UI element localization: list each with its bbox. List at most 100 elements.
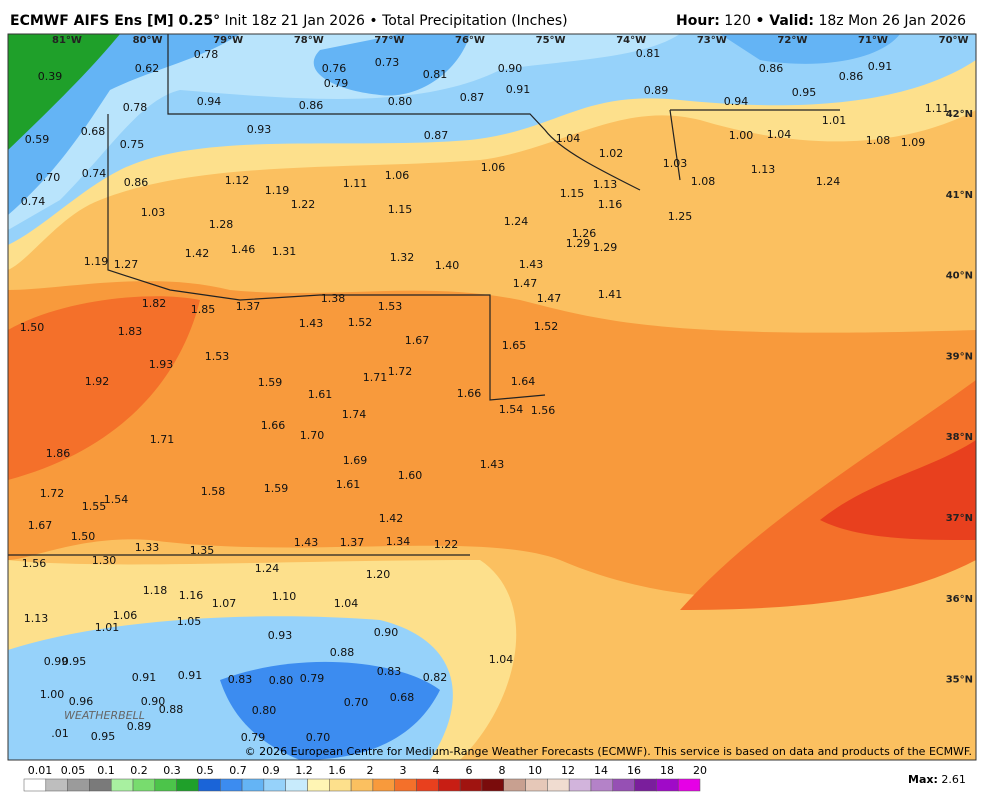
colorbar-swatch xyxy=(132,778,156,792)
colorbar-label: 0.2 xyxy=(130,764,148,777)
precip-label: 0.86 xyxy=(839,70,864,83)
precip-label: 0.94 xyxy=(724,95,749,108)
precip-label: 1.06 xyxy=(113,609,138,622)
map-frame xyxy=(7,33,977,761)
colorbar-swatch xyxy=(110,778,134,792)
boundaries xyxy=(8,34,840,556)
precip-label: 1.16 xyxy=(179,589,204,602)
precip-label: 1.43 xyxy=(519,258,544,271)
precip-label: 0.82 xyxy=(423,671,448,684)
field xyxy=(8,34,680,230)
precip-label: 0.90 xyxy=(374,626,399,639)
precip-label: 1.22 xyxy=(291,198,316,211)
precip-label: 0.89 xyxy=(127,720,152,733)
colorbar-swatch xyxy=(67,778,90,792)
precip-label: 0.79 xyxy=(241,731,266,744)
colorbar-label: 0.9 xyxy=(262,764,280,777)
latitude-label: 37°N xyxy=(946,513,973,524)
longitude-label: 79°W xyxy=(213,35,243,46)
precip-label: 1.00 xyxy=(40,688,65,701)
precip-label: 1.74 xyxy=(342,408,367,421)
field xyxy=(8,281,976,598)
precip-label: 0.86 xyxy=(124,176,149,189)
colorbar-swatch xyxy=(154,778,177,792)
precip-label: 0.95 xyxy=(91,730,116,743)
colorbar-swatch xyxy=(677,778,701,792)
colorbar-label: 2 xyxy=(367,764,374,777)
precip-label: 0.96 xyxy=(69,695,94,708)
valid: 18z Mon 26 Jan 2026 xyxy=(814,13,966,29)
precip-label: 0.83 xyxy=(228,673,253,686)
precip-label: 0.88 xyxy=(159,703,184,716)
colorbar-swatch xyxy=(438,778,461,792)
longitude-label: 76°W xyxy=(455,35,485,46)
precip-label: 1.29 xyxy=(566,237,591,250)
precip-label: 0.81 xyxy=(423,68,448,81)
colorbar-swatch xyxy=(23,778,47,792)
field xyxy=(680,380,976,610)
colorbar-label: 3 xyxy=(400,764,407,777)
precip-label: 1.92 xyxy=(85,375,110,388)
colorbar-swatch xyxy=(481,778,504,792)
field xyxy=(220,661,440,760)
precip-label: 1.20 xyxy=(366,568,391,581)
precip-label: 1.64 xyxy=(511,375,536,388)
precip-label: 1.55 xyxy=(82,500,107,513)
precip-label: 0.79 xyxy=(324,77,349,90)
precip-label: 1.71 xyxy=(363,371,388,384)
precip-label: 1.04 xyxy=(767,128,792,141)
hour-label: Hour: xyxy=(676,13,720,29)
precip-label: 1.02 xyxy=(599,147,624,160)
precip-label: 1.26 xyxy=(572,227,597,240)
longitude-label: 73°W xyxy=(697,35,727,46)
longitude-label: 72°W xyxy=(777,35,807,46)
colorbar-label: 20 xyxy=(693,764,707,777)
precip-label: 1.72 xyxy=(388,365,413,378)
precip-label: 0.78 xyxy=(123,101,148,114)
colorbar-label: 6 xyxy=(466,764,473,777)
latitude-label: 42°N xyxy=(946,109,973,120)
precip-label: 0.75 xyxy=(120,138,145,151)
longitude-label: 81°W xyxy=(52,35,82,46)
precip-label: 1.03 xyxy=(663,157,688,170)
precip-label: 0.80 xyxy=(388,95,413,108)
colorbar-swatch xyxy=(590,778,614,792)
precip-label: 1.50 xyxy=(71,530,96,543)
precip-label: 0.70 xyxy=(306,731,331,744)
precip-label: 1.59 xyxy=(258,376,283,389)
colorbar-swatch xyxy=(416,778,439,792)
precip-label: 1.35 xyxy=(190,544,215,557)
colorbar-swatch xyxy=(372,778,395,792)
precip-label: 0.81 xyxy=(636,47,661,60)
colorbar-label: 12 xyxy=(561,764,575,777)
precip-label: 1.71 xyxy=(150,433,175,446)
colorbar-swatch xyxy=(612,778,635,792)
precip-label: 1.59 xyxy=(264,482,289,495)
precip-label: 1.61 xyxy=(336,478,361,491)
precip-label: 0.73 xyxy=(375,56,400,69)
precip-label: 1.04 xyxy=(334,597,359,610)
logo: WEATHERBELL xyxy=(64,709,145,722)
colorbar-label: 1.6 xyxy=(328,764,346,777)
precip-label: 1.47 xyxy=(513,277,538,290)
colorbar-swatch xyxy=(241,778,265,792)
precip-label: 0.74 xyxy=(82,167,107,180)
precip-label: 0.86 xyxy=(759,62,784,75)
colorbar-swatch xyxy=(350,778,374,792)
precip-label: 1.42 xyxy=(379,512,404,525)
precip-label: 0.91 xyxy=(868,60,893,73)
precip-label: 1.56 xyxy=(22,557,47,570)
precip-label: 1.31 xyxy=(272,245,297,258)
colorbar-label: 0.1 xyxy=(97,764,115,777)
longitude-label: 77°W xyxy=(374,35,404,46)
colorbar-swatch xyxy=(329,778,352,792)
colorbar-label: 0.01 xyxy=(28,764,53,777)
precip-label: 0.70 xyxy=(36,171,61,184)
precip-label: 1.82 xyxy=(142,297,167,310)
longitude-label: 74°W xyxy=(616,35,646,46)
precip-label: 0.93 xyxy=(268,629,293,642)
colorbar-swatch xyxy=(45,778,68,792)
precip-label: 0.95 xyxy=(62,655,87,668)
longitude-label: 78°W xyxy=(294,35,324,46)
